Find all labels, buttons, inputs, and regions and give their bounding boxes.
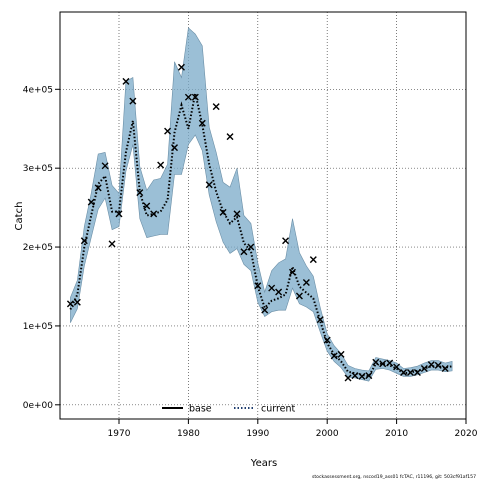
observed-point-1984 (212, 103, 220, 111)
legend-current-label: current (261, 404, 296, 415)
observed-point-1988 (240, 248, 248, 256)
legend: base current (162, 404, 296, 415)
x-tick-label-4: 2010 (385, 429, 408, 439)
observed-point-1964 (73, 298, 81, 306)
observed-point-1967 (94, 184, 102, 192)
observed-point-1982 (198, 119, 206, 127)
current-series-line (69, 92, 453, 378)
y-tick-label-2: 2e+05 (23, 243, 53, 253)
observed-point-1973 (136, 189, 144, 197)
x-tick-label-5: 2020 (455, 429, 478, 439)
observed-point-1978 (171, 144, 179, 152)
observed-point-2017 (441, 365, 449, 373)
observed-point-2012 (406, 368, 414, 376)
observed-point-2011 (400, 368, 408, 376)
observed-point-1992 (268, 284, 276, 292)
observed-point-2014 (420, 365, 428, 373)
observed-point-2001 (330, 352, 338, 360)
observed-point-1993 (275, 288, 283, 296)
observed-point-1971 (122, 77, 130, 85)
x-tick-label-3: 2000 (316, 429, 339, 439)
observed-point-2009 (386, 359, 394, 367)
observed-point-1997 (302, 279, 310, 287)
x-axis-title: Years (250, 458, 277, 469)
observed-point-1989 (247, 243, 255, 251)
footer-text: stockassessment.org, nscod19_ass01 fcTAC… (312, 474, 476, 480)
observed-point-1998 (309, 256, 317, 264)
observed-point-1987 (233, 210, 241, 218)
observed-point-1966 (87, 198, 95, 206)
y-tick-label-3: 3e+05 (23, 164, 53, 174)
observed-point-2004 (351, 372, 359, 380)
observed-point-1991 (261, 306, 269, 314)
observed-point-2015 (427, 361, 435, 369)
plot-frame (59, 11, 467, 420)
observed-point-2005 (358, 372, 366, 380)
observed-point-1983 (205, 181, 213, 189)
y-axis: 0e+00 1e+05 2e+05 3e+05 4e+05 (23, 85, 60, 411)
x-tick-label-0: 1970 (108, 429, 131, 439)
y-tick-label-4: 4e+05 (23, 85, 53, 95)
observed-points-layer (66, 63, 449, 382)
observed-point-2013 (413, 368, 421, 376)
observed-point-1979 (177, 63, 185, 71)
observed-point-2002 (337, 350, 345, 358)
observed-point-1969 (108, 240, 116, 248)
observed-point-1977 (164, 127, 172, 135)
observed-point-2008 (379, 360, 387, 368)
observed-point-2006 (365, 372, 373, 380)
x-axis: 1970 1980 1990 2000 2010 2020 (108, 419, 478, 439)
observed-point-1995 (289, 268, 296, 276)
legend-base-label: base (189, 404, 212, 415)
series-line-layer (69, 92, 453, 378)
observed-point-1963 (66, 300, 74, 308)
observed-point-1965 (80, 237, 88, 245)
observed-point-1974 (143, 202, 151, 210)
observed-point-1980 (184, 93, 192, 101)
observed-point-1975 (150, 210, 158, 218)
y-tick-label-1: 1e+05 (23, 322, 53, 332)
observed-point-1972 (129, 97, 137, 105)
observed-point-1996 (295, 292, 303, 300)
x-tick-label-2: 1990 (246, 429, 269, 439)
confidence-band-layer (70, 27, 453, 382)
observed-point-1986 (226, 133, 234, 141)
observed-point-2000 (323, 336, 331, 344)
observed-point-1981 (191, 93, 199, 101)
observed-point-1985 (219, 208, 227, 216)
observed-point-1976 (157, 161, 165, 169)
y-axis-title: Catch (14, 202, 25, 231)
observed-point-1999 (316, 316, 324, 324)
observed-point-1990 (254, 282, 262, 290)
observed-point-1994 (282, 237, 290, 245)
observed-point-2010 (393, 363, 401, 371)
observed-point-2007 (372, 358, 380, 366)
observed-point-1970 (115, 210, 123, 218)
observed-point-2003 (344, 374, 352, 382)
current-confidence-band (70, 27, 453, 382)
observed-point-1968 (101, 162, 109, 170)
observed-point-2016 (434, 361, 442, 369)
x-tick-label-1: 1980 (177, 429, 200, 439)
y-tick-label-0: 0e+00 (23, 401, 54, 411)
